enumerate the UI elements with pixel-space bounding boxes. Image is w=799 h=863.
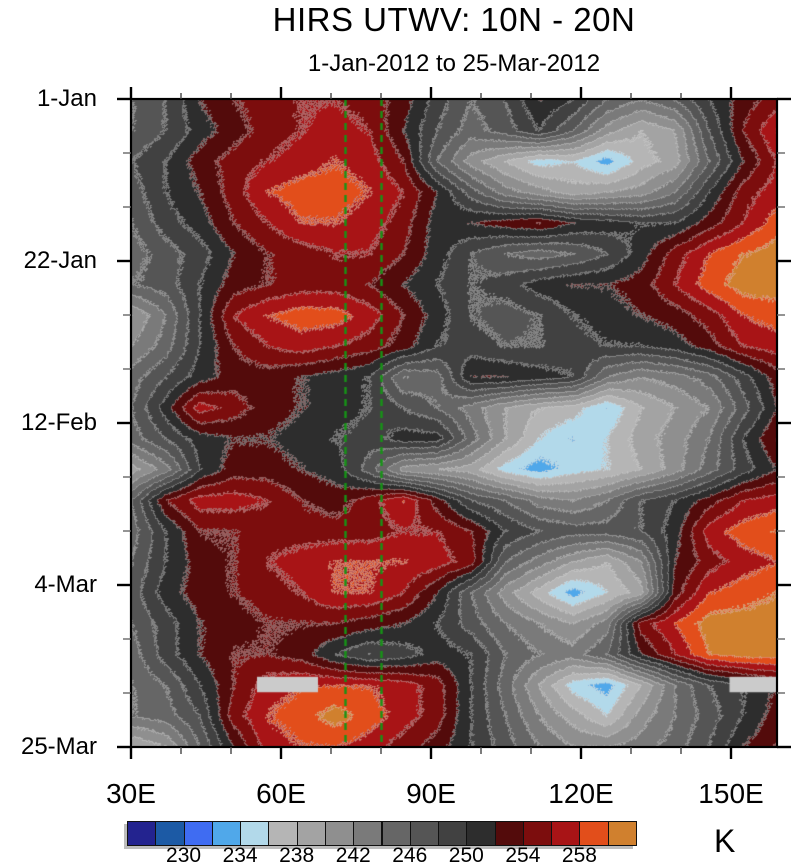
y-tick-label: 1-Jan xyxy=(36,85,97,112)
colorbar-cell xyxy=(324,821,355,846)
colorbar-cell xyxy=(381,821,411,846)
x-tick-label: 30E xyxy=(106,778,156,809)
colorbar-cell xyxy=(579,821,609,846)
colorbar-cell xyxy=(551,821,581,846)
colorbar-cell xyxy=(240,821,270,846)
colorbar-cell xyxy=(409,821,440,846)
colorbar xyxy=(127,821,637,846)
colorbar-tick-label: 250 xyxy=(448,844,484,863)
y-tick-label: 12-Feb xyxy=(20,409,97,436)
colorbar-tick-label: 242 xyxy=(335,844,371,863)
x-tick-label: 90E xyxy=(406,778,456,809)
colorbar-cell xyxy=(353,821,383,846)
y-tick-label: 25-Mar xyxy=(20,733,97,760)
x-tick-label: 120E xyxy=(548,778,614,809)
colorbar-tick-label: 234 xyxy=(222,844,258,863)
x-tick-label: 150E xyxy=(698,778,764,809)
colorbar-cell xyxy=(494,821,524,846)
colorbar-tick-label: 254 xyxy=(505,844,541,863)
colorbar-tick-label: 230 xyxy=(166,844,202,863)
colorbar-cell xyxy=(127,821,157,846)
colorbar-cell xyxy=(438,821,468,846)
colorbar-cell xyxy=(183,821,213,846)
colorbar-cell xyxy=(211,821,242,846)
colorbar-cell xyxy=(296,821,326,846)
chart-title: HIRS UTWV: 10N - 20N xyxy=(272,1,636,38)
heatmap-canvas xyxy=(131,99,777,747)
colorbar-cell xyxy=(607,821,637,846)
colorbar-cell xyxy=(466,821,496,846)
x-tick-label: 60E xyxy=(256,778,306,809)
colorbar-cell xyxy=(522,821,553,846)
y-tick-label: 4-Mar xyxy=(34,571,97,598)
y-tick-label: 22-Jan xyxy=(23,247,97,274)
colorbar-tick-label: 246 xyxy=(392,844,428,863)
chart-subtitle: 1-Jan-2012 to 25-Mar-2012 xyxy=(307,50,601,77)
colorbar-unit-label: K xyxy=(714,823,736,859)
colorbar-cell xyxy=(268,821,298,846)
colorbar-tick-label: 258 xyxy=(561,844,597,863)
colorbar-cell xyxy=(155,821,185,846)
colorbar-tick-label: 238 xyxy=(279,844,315,863)
